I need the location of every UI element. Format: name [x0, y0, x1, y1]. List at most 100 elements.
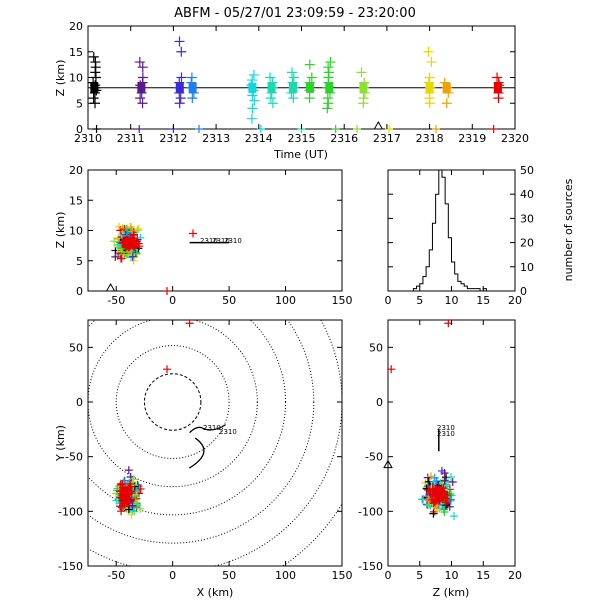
timeseries-source-marker: [187, 93, 198, 104]
zy-source-marker: [440, 476, 449, 485]
xy-xtick-label: -50: [107, 569, 125, 582]
timeseries-source-marker: [423, 77, 434, 88]
zy-source-marker: [437, 484, 446, 493]
timeseries-source-marker: [324, 87, 335, 98]
xy-range-ring: [281, 502, 342, 566]
xy-frame: [87, 319, 343, 567]
xz-xtick-label: 150: [332, 294, 353, 307]
xy-ytick-label: -50: [65, 451, 83, 464]
xy-source-marker: [128, 501, 137, 510]
xz-source-marker: [134, 225, 143, 234]
xz-ylabel: Z (km): [54, 212, 67, 249]
xz-source-marker: [128, 252, 137, 261]
histogram-ytick-label: 30: [520, 212, 534, 225]
timeseries-xtick-label: 2318: [416, 132, 444, 145]
zy-ytick-label: 0: [376, 396, 383, 409]
xy-source-marker: [118, 501, 127, 510]
timeseries-source-marker: [176, 72, 187, 83]
xz-ytick-label: 5: [76, 255, 83, 268]
zy-isolated-marker: [387, 365, 396, 374]
timeseries-ytick-label: 20: [69, 20, 83, 33]
timeseries-source-marker: [88, 51, 99, 62]
xz-ytick-label: 10: [69, 225, 83, 238]
xz-source-marker: [129, 256, 138, 265]
timeseries-source-marker: [323, 67, 334, 78]
zy-source-marker: [429, 499, 438, 508]
timeseries-source-marker: [492, 72, 503, 83]
xy-track-label-1: 2310: [203, 424, 221, 432]
histogram-ylabel: number of sources: [562, 178, 575, 281]
timeseries-source-marker: [186, 72, 197, 83]
timeseries-xtick-label: 2314: [245, 132, 273, 145]
xz-source-marker: [125, 241, 134, 250]
xz-source-marker: [130, 237, 139, 246]
xy-xtick-label: 50: [222, 569, 236, 582]
timeseries-source-marker: [426, 57, 437, 68]
timeseries-source-marker: [248, 69, 259, 80]
timeseries-source-marker: [442, 82, 453, 93]
zy-source-marker: [429, 509, 438, 518]
xz-source-marker: [122, 224, 131, 233]
timeseries-xtick-label: 2310: [74, 132, 102, 145]
timeseries-source-marker: [304, 77, 315, 88]
timeseries-source-marker: [137, 62, 148, 73]
timeseries-source-marker: [248, 85, 259, 96]
timeseries-source-marker: [186, 77, 197, 88]
xy-source-marker: [121, 486, 130, 495]
zy-source-marker: [419, 495, 428, 504]
histogram-ytick-label: 20: [520, 237, 534, 250]
zy-source-marker: [440, 508, 449, 517]
histogram-ytick-label: 10: [520, 261, 534, 274]
zy-xlabel: Z (km): [433, 586, 470, 599]
xz-source-marker: [132, 249, 141, 258]
xz-ytick-label: 0: [76, 285, 83, 298]
timeseries-ground-marker: [92, 125, 101, 133]
timeseries-source-marker: [358, 93, 369, 104]
xz-source-marker: [110, 237, 119, 246]
timeseries-station-triangle: [373, 120, 384, 130]
timeseries-source-marker: [306, 72, 317, 83]
zy-station-triangle: [383, 459, 393, 469]
timeseries-source-marker: [265, 93, 276, 104]
xy-xtick-label: 100: [275, 569, 296, 582]
zy-source-marker: [440, 469, 449, 478]
xz-track-label-3: 2310: [224, 237, 242, 245]
xy-source-marker: [119, 495, 128, 504]
xz-source-marker: [129, 230, 138, 239]
xy-source-marker: [136, 504, 145, 513]
timeseries-source-marker: [443, 87, 454, 98]
timeseries-ground-marker: [489, 125, 498, 133]
timeseries-source-marker: [325, 57, 336, 68]
timeseries-xtick-label: 2315: [288, 132, 316, 145]
timeseries-source-marker: [266, 87, 277, 98]
zy-source-marker: [448, 477, 457, 486]
xz-source-marker: [115, 222, 124, 231]
timeseries-source-marker: [322, 82, 333, 93]
timeseries-source-marker: [287, 77, 298, 88]
zy-source-marker: [446, 495, 455, 504]
xy-range-ring: [88, 320, 342, 566]
xz-source-marker: [117, 254, 126, 263]
timeseries-source-marker: [134, 57, 145, 68]
zy-source-marker: [430, 473, 439, 482]
zy-source-marker: [449, 512, 458, 521]
zy-source-marker: [447, 472, 456, 481]
zy-xtick-label: 0: [385, 569, 392, 582]
timeseries-frame: [87, 25, 516, 130]
timeseries-source-marker: [137, 98, 148, 109]
timeseries-source-marker: [265, 72, 276, 83]
histogram-xtick-label: 10: [445, 294, 459, 307]
xy-isolated-marker: [185, 319, 194, 328]
xy-ylabel: Y (km): [54, 425, 67, 462]
timeseries-source-marker: [136, 87, 147, 98]
xy-ytick-label: -100: [58, 505, 83, 518]
timeseries-source-marker: [174, 77, 185, 88]
timeseries-source-marker: [323, 62, 334, 73]
timeseries-source-marker: [267, 98, 278, 109]
xy-xlabel: X (km): [197, 586, 234, 599]
zy-xtick-label: 15: [476, 569, 490, 582]
timeseries-source-marker: [247, 90, 258, 101]
timeseries-source-marker: [286, 67, 297, 78]
zy-ytick-label: -150: [358, 560, 383, 573]
xz-source-marker: [120, 236, 129, 245]
